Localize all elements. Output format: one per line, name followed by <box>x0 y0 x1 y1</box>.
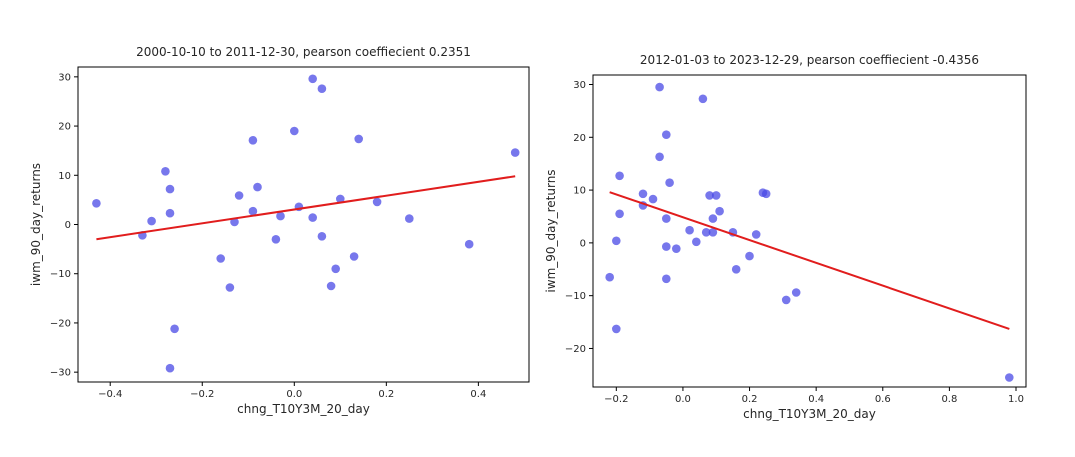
scatter-point <box>615 171 624 181</box>
scatter-point <box>761 189 771 199</box>
scatter-point <box>225 283 235 292</box>
scatter-point <box>751 230 761 239</box>
x-tick-label: 0.2 <box>378 389 394 400</box>
scatter-point <box>638 189 648 199</box>
y-tick-label: −10 <box>565 291 586 302</box>
scatter-point <box>349 252 359 261</box>
scatter-point <box>698 94 708 104</box>
scatter-point <box>464 239 474 249</box>
scatter-point <box>354 134 364 144</box>
y-tick-label: 20 <box>58 122 71 133</box>
scatter-point <box>253 182 262 192</box>
x-tick-label: −0.2 <box>604 394 628 405</box>
scatter-point <box>276 211 285 221</box>
chart-panel-2: −0.2 0.0 0.2 0.4 0.6 0.8 1.0 −20 −10 0 10 20 30 2012-… <box>544 53 1027 421</box>
scatter-point <box>510 148 520 157</box>
scatter-point <box>147 216 156 226</box>
scatter-point <box>731 265 741 274</box>
scatter-point <box>308 213 318 222</box>
scatter-point <box>655 152 664 162</box>
scatter-point <box>372 197 382 207</box>
y-axis-label: iwm_90_day_returns <box>29 163 43 286</box>
scatter-point <box>1005 373 1014 382</box>
scatter-point <box>612 236 621 246</box>
y-tick-label: 30 <box>58 72 71 83</box>
scatter-point <box>248 136 258 145</box>
scatter-point <box>708 214 718 223</box>
y-tick-label: 30 <box>573 80 586 91</box>
scatter-point <box>248 206 258 216</box>
y-tick-label: 10 <box>573 186 586 197</box>
scatter-point <box>331 264 341 274</box>
scatter-point <box>612 324 621 334</box>
x-tick-label: 1.0 <box>1008 394 1024 405</box>
scatter-point <box>685 225 694 235</box>
scatter-point <box>662 130 671 139</box>
y-tick-label: −20 <box>565 344 586 355</box>
scatter-point <box>605 272 614 282</box>
scatter-point <box>672 244 681 253</box>
scatter-point <box>708 228 718 237</box>
scatter-point <box>317 232 327 241</box>
scatter-point <box>216 254 225 263</box>
scatter-point <box>662 274 671 284</box>
x-tick-label: 0.6 <box>875 394 891 405</box>
y-tick-label: −10 <box>50 269 71 280</box>
scatter-point <box>290 126 299 136</box>
x-axis-label: chng_T10Y3M_20_day <box>743 407 876 421</box>
scatter-point <box>161 167 170 176</box>
scatter-point <box>165 208 175 218</box>
x-tick-label: 0.8 <box>941 394 957 405</box>
y-tick-label: 0 <box>580 238 586 249</box>
scatter-point <box>165 184 175 194</box>
y-tick-label: 10 <box>58 171 71 182</box>
scatter-point <box>745 251 754 261</box>
x-tick-label: 0.0 <box>286 389 302 400</box>
scatter-point <box>781 295 791 305</box>
scatter-point <box>308 74 318 84</box>
x-tick-label: 0.4 <box>808 394 824 405</box>
axes-frame <box>592 74 1027 388</box>
scatter-point <box>230 217 239 227</box>
scatter-point <box>648 194 658 204</box>
scatter-point <box>692 237 701 247</box>
chart-title: 2000-10-10 to 2011-12-30, pearson coeffi… <box>136 45 471 59</box>
chart-panel-1: −0.4 −0.2 0.0 0.2 0.4 −30 −20 −10 0 10 20 30 2000-10… <box>29 45 530 416</box>
scatter-point <box>715 206 724 216</box>
scatter-point <box>326 281 336 291</box>
scatter-point <box>705 191 714 200</box>
scatter-point <box>655 82 664 92</box>
scatter-point <box>665 178 674 187</box>
trend-line <box>609 191 1010 330</box>
trend-line <box>96 175 516 241</box>
x-tick-label: 0.4 <box>470 389 486 400</box>
scatter-point <box>271 235 281 244</box>
scatter-point <box>711 191 721 200</box>
y-tick-label: 20 <box>573 133 586 144</box>
y-axis-label: iwm_90_day_returns <box>544 169 558 292</box>
scatter-point <box>234 191 244 200</box>
scatter-point <box>405 214 414 223</box>
x-tick-label: −0.4 <box>98 389 122 400</box>
scatter-point <box>92 199 101 208</box>
scatter-point <box>170 324 179 334</box>
y-tick-label: −30 <box>50 368 71 379</box>
scatter-point <box>791 288 801 297</box>
scatter-point <box>165 363 175 373</box>
y-tick-label: −20 <box>50 318 71 329</box>
y-tick-label: 0 <box>65 220 71 231</box>
chart-title: 2012-01-03 to 2023-12-29, pearson coeffi… <box>640 53 979 67</box>
scatter-point <box>317 84 327 93</box>
scatter-point <box>336 194 345 204</box>
x-axis-label: chng_T10Y3M_20_day <box>237 402 370 416</box>
x-tick-label: −0.2 <box>190 389 214 400</box>
x-tick-label: 0.2 <box>742 394 758 405</box>
scatter-point <box>701 228 711 237</box>
scatter-point <box>662 214 671 223</box>
x-tick-label: 0.0 <box>675 394 691 405</box>
scatter-point <box>615 209 624 219</box>
scatter-point <box>662 242 671 251</box>
